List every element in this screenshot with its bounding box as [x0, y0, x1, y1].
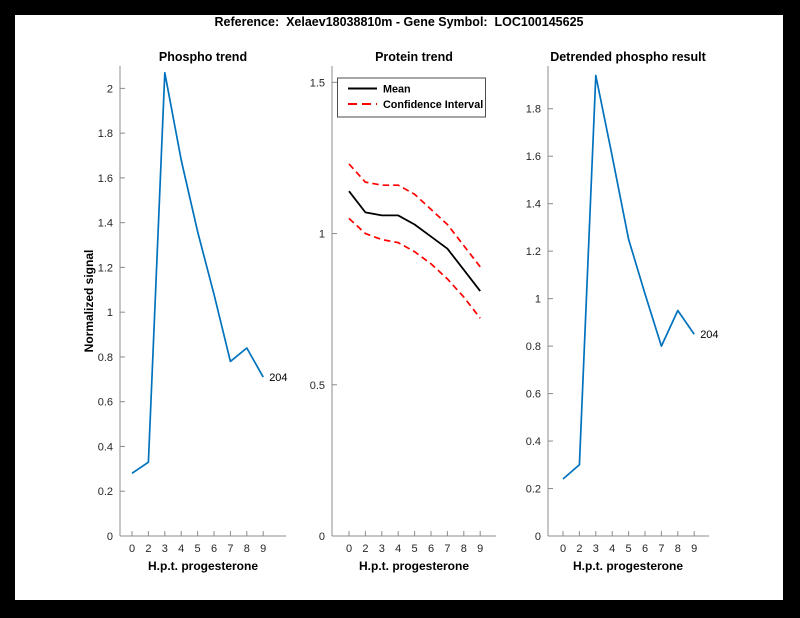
x-tick-label: 7 — [227, 543, 233, 555]
y-tick-label: 0.2 — [526, 484, 541, 496]
x-tick-label: 9 — [691, 543, 697, 555]
x-tick-label: 8 — [244, 543, 250, 555]
subplot2-xlabel: H.p.t. progesterone — [359, 559, 469, 573]
y-tick-label: 0.6 — [98, 397, 113, 409]
x-tick-label: 6 — [211, 543, 217, 555]
subplot1-ylabel: Normalized signal — [82, 250, 96, 353]
x-tick-label: 5 — [195, 543, 201, 555]
series-end-label: 204 — [269, 372, 287, 384]
y-tick-label: 0.6 — [526, 389, 541, 401]
y-tick-label: 0.2 — [98, 486, 113, 498]
legend-box — [337, 77, 486, 118]
y-tick-label: 1 — [319, 229, 325, 241]
series-end-label: 204 — [700, 329, 718, 341]
x-tick-label: 0 — [560, 543, 566, 555]
x-tick-label: 7 — [658, 543, 664, 555]
y-tick-label: 0 — [107, 531, 113, 543]
x-tick-label: 2 — [362, 543, 368, 555]
legend-ci-label: Confidence Interval — [383, 99, 483, 111]
x-tick-label: 8 — [675, 543, 681, 555]
legend: Mean Confidence Interval — [337, 77, 486, 118]
x-tick-label: 3 — [162, 543, 168, 555]
subplot2-title: Protein trend — [375, 50, 453, 64]
y-tick-label: 0.5 — [310, 380, 325, 392]
series-ci-lower — [348, 217, 481, 319]
y-tick-label: 1.6 — [98, 173, 113, 185]
x-tick-label: 3 — [593, 543, 599, 555]
subplot-protein-trend: Protein trend H.p.t. progesterone Mean C… — [310, 50, 496, 573]
x-tick-label: 5 — [626, 543, 632, 555]
x-tick-label: 4 — [609, 543, 615, 555]
y-tick-label: 0.8 — [98, 352, 113, 364]
series-ci-upper — [348, 163, 481, 268]
x-tick-label: 9 — [477, 543, 483, 555]
y-tick-label: 0 — [535, 531, 541, 543]
series-detrended-phospho — [562, 74, 695, 480]
y-tick-label: 1.2 — [526, 246, 541, 258]
x-tick-label: 3 — [379, 543, 385, 555]
subplot3-xlabel: H.p.t. progesterone — [573, 559, 683, 573]
x-tick-label: 0 — [346, 543, 352, 555]
series-mean — [348, 190, 481, 292]
y-tick-label: 1 — [535, 294, 541, 306]
series-phospho-trend — [131, 71, 264, 475]
x-tick-label: 6 — [642, 543, 648, 555]
y-tick-label: 1 — [107, 307, 113, 319]
y-tick-label: 1.8 — [526, 104, 541, 116]
subplot-detrended-phospho: Detrended phospho result H.p.t. progeste… — [526, 50, 719, 573]
subplot-phospho-trend: Phospho trend Normalized signal H.p.t. p… — [82, 50, 288, 573]
x-tick-label: 6 — [428, 543, 434, 555]
x-tick-label: 0 — [129, 543, 135, 555]
y-tick-label: 1.6 — [526, 151, 541, 163]
x-tick-label: 9 — [260, 543, 266, 555]
y-tick-label: 1.4 — [526, 199, 541, 211]
y-tick-label: 2 — [107, 83, 113, 95]
subplot1-xlabel: H.p.t. progesterone — [148, 559, 258, 573]
y-tick-label: 1.4 — [98, 218, 113, 230]
x-tick-label: 7 — [444, 543, 450, 555]
x-tick-label: 2 — [576, 543, 582, 555]
subplot3-title: Detrended phospho result — [550, 50, 706, 64]
y-tick-label: 0.8 — [526, 341, 541, 353]
y-tick-label: 0.4 — [526, 436, 541, 448]
y-tick-label: 1.5 — [310, 77, 325, 89]
figure-title: Reference: Xelaev18038810m - Gene Symbol… — [215, 15, 584, 29]
y-tick-label: 0.4 — [98, 441, 113, 453]
x-tick-label: 4 — [395, 543, 401, 555]
y-tick-label: 1.8 — [98, 128, 113, 140]
x-tick-label: 2 — [145, 543, 151, 555]
x-tick-label: 8 — [461, 543, 467, 555]
legend-mean-label: Mean — [383, 84, 411, 96]
x-tick-label: 4 — [178, 543, 184, 555]
y-tick-label: 0 — [319, 531, 325, 543]
subplot1-title: Phospho trend — [159, 50, 247, 64]
x-tick-label: 5 — [412, 543, 418, 555]
y-tick-label: 1.2 — [98, 262, 113, 274]
